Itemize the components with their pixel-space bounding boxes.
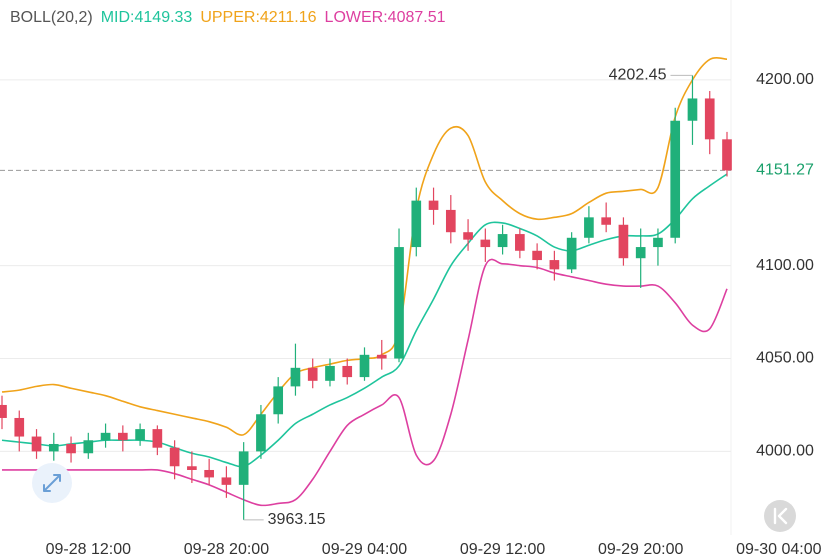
candle-body: [428, 200, 439, 210]
indicator-header: BOLL(20,2) MID:4149.33 UPPER:4211.16 LOWER:…: [10, 9, 446, 26]
candle-body: [445, 209, 456, 233]
candle-body: [238, 451, 249, 485]
last-price-label: 4151.27: [756, 162, 814, 179]
x-tick-label: 09-28 12:00: [46, 541, 132, 558]
candle-body: [100, 432, 111, 441]
candle-body: [618, 224, 629, 259]
candle-body: [532, 250, 542, 261]
candle-body: [325, 365, 335, 381]
indicator-name: BOLL(20,2): [10, 9, 93, 26]
candle-body: [187, 466, 197, 470]
candle-body: [169, 447, 180, 467]
candle-body: [497, 234, 508, 248]
candle-body: [722, 139, 732, 171]
candle-body: [273, 386, 284, 415]
y-tick-label: 4100.00: [756, 257, 814, 274]
candle-body: [670, 120, 681, 238]
candle-body: [480, 239, 491, 248]
band-line: [1, 258, 728, 507]
high-annotation: 4202.45: [609, 67, 667, 84]
candle-body: [221, 477, 232, 485]
expand-button[interactable]: [32, 463, 72, 503]
candle-body: [342, 365, 353, 378]
candle-body: [256, 414, 266, 452]
candle-body: [566, 237, 577, 270]
band-line: [1, 173, 728, 468]
candle-body: [31, 436, 42, 452]
candle-body: [411, 200, 422, 248]
candle-body: [463, 232, 473, 240]
legend-entry: LOWER:4087.51: [325, 9, 446, 26]
candle-body: [204, 469, 214, 478]
candle-body: [584, 217, 594, 238]
candle-body: [549, 260, 560, 270]
candle-body: [0, 404, 7, 418]
candle-body: [135, 429, 145, 441]
x-tick-label: 09-29 12:00: [460, 541, 546, 558]
candle-body: [687, 98, 698, 121]
legend-entry: MID:4149.33: [101, 9, 193, 26]
candle-body: [515, 234, 525, 251]
candle-body: [14, 417, 25, 437]
y-tick-label: 4000.00: [756, 443, 814, 460]
scroll-icon: [773, 507, 788, 525]
last-price-bg: [738, 158, 829, 183]
candle-body: [704, 98, 715, 140]
candle-body: [394, 247, 404, 359]
candle-body: [307, 367, 318, 381]
candle-body: [376, 354, 387, 359]
candle-body: [601, 217, 611, 225]
y-tick-label: 4050.00: [756, 350, 814, 367]
candle-body: [83, 440, 94, 454]
x-tick-label: 09-30 04:00: [736, 541, 822, 558]
expand-icon: [43, 474, 61, 492]
candle-body: [635, 247, 646, 259]
candle-body: [653, 237, 663, 248]
x-tick-label: 09-29 04:00: [322, 541, 408, 558]
candle-body: [118, 432, 128, 441]
x-tick-label: 09-28 20:00: [184, 541, 270, 558]
candle-body: [66, 443, 76, 454]
low-annotation: 3963.15: [268, 511, 326, 528]
y-tick-label: 4200.00: [756, 71, 814, 88]
scroll-to-latest-button[interactable]: [764, 500, 796, 532]
candle-body: [290, 367, 301, 387]
candle-body: [48, 443, 59, 452]
x-tick-label: 09-29 20:00: [598, 541, 684, 558]
candle-body: [359, 354, 370, 378]
legend-entry: UPPER:4211.16: [200, 9, 316, 26]
candle-body: [152, 429, 163, 448]
